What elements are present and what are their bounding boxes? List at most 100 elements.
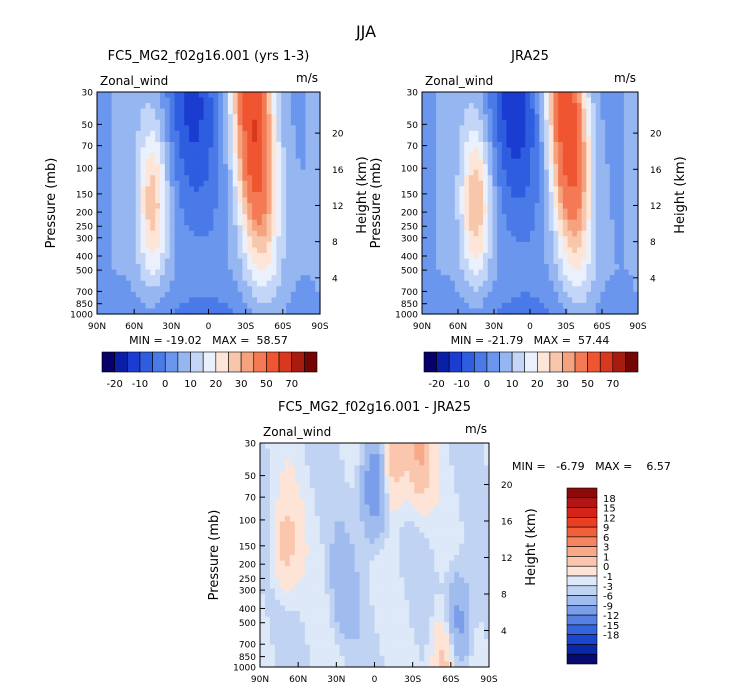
field-cell (299, 465, 306, 472)
field-cell (252, 169, 258, 176)
field-cell (111, 219, 117, 226)
field-cell (130, 97, 137, 104)
field-cell (492, 258, 498, 265)
field-cell (487, 180, 494, 187)
field-cell (359, 594, 366, 601)
field-cell (300, 280, 307, 287)
field-cell (135, 219, 142, 226)
field-cell (394, 555, 400, 562)
x-tick-label: 60S (274, 322, 291, 332)
field-cell (193, 225, 200, 232)
field-cell (150, 269, 156, 276)
field-cell (384, 655, 391, 662)
field-cell (459, 219, 465, 226)
field-cell (431, 297, 437, 304)
field-cell (473, 286, 479, 293)
field-cell (290, 203, 297, 210)
field-cell (126, 203, 132, 210)
field-cell (595, 103, 602, 110)
field-cell (279, 566, 286, 573)
field-cell (609, 103, 616, 110)
field-cell (274, 611, 281, 618)
field-cell (324, 639, 331, 646)
field-cell (116, 141, 122, 149)
field-cell (464, 252, 470, 260)
field-cell (633, 130, 639, 137)
field-cell (354, 504, 361, 511)
field-cell (218, 108, 224, 115)
field-cell (515, 108, 522, 115)
field-cell (135, 92, 142, 99)
field-cell (198, 214, 205, 221)
field-cell (334, 543, 341, 550)
field-cell (169, 225, 176, 232)
field-cell (111, 275, 117, 282)
field-cell (314, 627, 321, 634)
field-cell (478, 175, 484, 182)
field-cell (525, 214, 531, 221)
field-cell (600, 158, 606, 165)
field-cell (468, 252, 475, 260)
field-cell (232, 280, 239, 287)
field-cell (279, 644, 286, 651)
field-cell (623, 264, 630, 271)
field-cell (121, 147, 127, 154)
field-cell (304, 515, 311, 522)
field-cell (271, 92, 277, 99)
field-cell (468, 264, 475, 271)
field-cell (562, 302, 569, 310)
field-cell (349, 639, 356, 646)
field-cell (454, 130, 461, 137)
field-cell (184, 191, 190, 199)
field-cell (198, 125, 205, 132)
field-cell (203, 130, 210, 137)
field-cell (562, 275, 569, 282)
field-cell (193, 291, 200, 298)
field-cell (478, 197, 484, 204)
field-cell (394, 521, 400, 528)
field-cell (633, 286, 639, 293)
field-cell (315, 197, 321, 204)
field-cell (264, 622, 271, 629)
field-cell (130, 247, 137, 254)
field-cell (145, 130, 151, 137)
field-cell (281, 125, 287, 132)
field-cell (266, 258, 273, 265)
field-cell (572, 208, 578, 215)
field-cell (369, 454, 376, 461)
field-cell (440, 191, 447, 199)
field-cell (140, 308, 147, 315)
field-cell (525, 203, 531, 210)
field-cell (520, 92, 526, 99)
field-cell (274, 644, 281, 651)
field-cell (252, 203, 258, 210)
field-cell (349, 482, 356, 489)
field-cell (344, 650, 351, 657)
field-cell (305, 147, 311, 154)
field-cell (369, 549, 376, 556)
field-cell (530, 230, 536, 237)
field-cell (506, 291, 512, 298)
field-cell (520, 252, 526, 260)
field-cell (422, 136, 428, 143)
field-cell (203, 169, 210, 176)
field-cell (184, 247, 190, 254)
field-cell (344, 459, 351, 466)
field-cell (445, 97, 451, 104)
field-cell (203, 191, 210, 199)
field-cell (567, 275, 573, 282)
field-cell (623, 180, 630, 187)
field-cell (591, 114, 597, 121)
field-cell (544, 164, 550, 171)
field-cell (464, 264, 470, 271)
field-cell (431, 214, 437, 221)
field-cell (501, 247, 508, 254)
field-cell (619, 136, 625, 143)
field-cell (140, 241, 147, 248)
field-cell (339, 443, 346, 450)
field-cell (600, 164, 606, 171)
field-cell (609, 136, 616, 143)
field-cell (422, 175, 428, 182)
field-cell (399, 583, 405, 590)
